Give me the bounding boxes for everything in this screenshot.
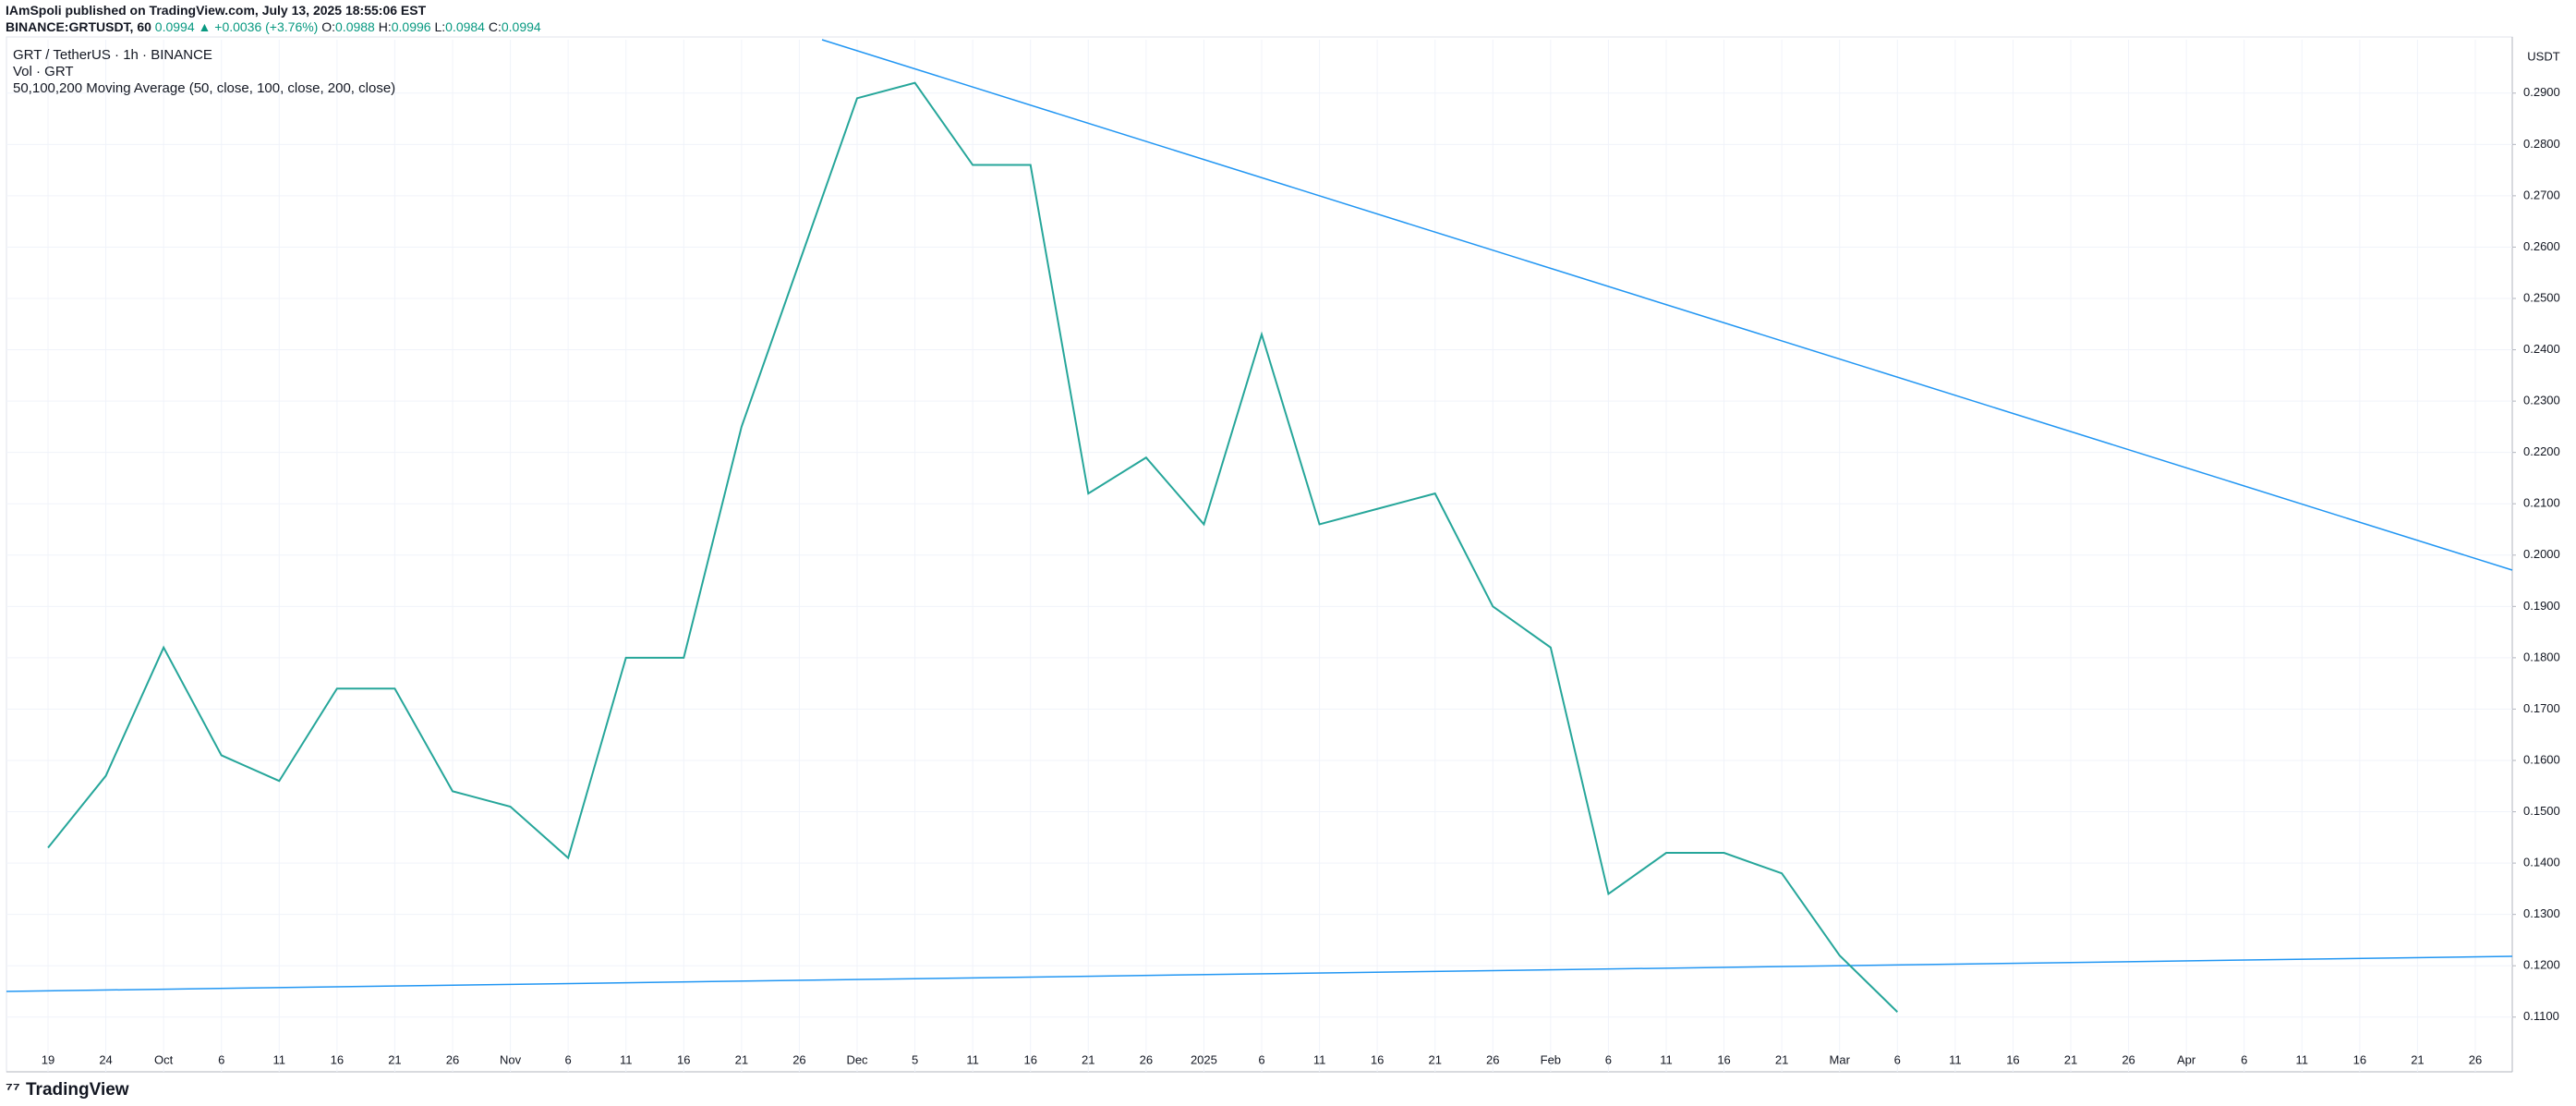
x-tick-label: 26 — [1140, 1052, 1153, 1066]
y-tick-label: 0.2000 — [2523, 547, 2560, 561]
low: 0.0984 — [445, 19, 485, 34]
price-line — [47, 81, 1898, 1013]
last: 0.0994 — [154, 19, 195, 34]
x-tick-label: 16 — [1717, 1052, 1730, 1066]
x-tick-label: 16 — [2353, 1052, 2366, 1066]
trend-line — [821, 39, 2513, 571]
x-tick-label: Apr — [2177, 1052, 2196, 1066]
x-tick-label: 11 — [2296, 1052, 2309, 1066]
x-tick-label: 26 — [446, 1052, 459, 1066]
y-tick-label: 0.1700 — [2523, 701, 2560, 715]
h-label: H: — [378, 19, 392, 34]
x-tick-label: 26 — [1486, 1052, 1499, 1066]
price-unit: USDT — [2527, 49, 2559, 63]
y-tick-label: 0.1500 — [2523, 804, 2560, 818]
x-tick-label: 6 — [1258, 1052, 1264, 1066]
x-tick-label: 21 — [388, 1052, 401, 1066]
header: IAmSpoli published on TradingView.com, J… — [6, 2, 541, 35]
author: IAmSpoli published on TradingView.com, J… — [6, 3, 427, 18]
legend-pair: GRT / TetherUS · 1h · BINANCE — [13, 47, 212, 63]
x-tick-label: Mar — [1830, 1052, 1851, 1066]
brand-logo: ⁷⁷ — [6, 1080, 20, 1100]
y-tick-label: 0.1300 — [2523, 906, 2560, 920]
x-tick-label: 19 — [42, 1052, 54, 1066]
y-tick-label: 0.1600 — [2523, 752, 2560, 766]
y-tick-label: 0.1200 — [2523, 958, 2560, 972]
x-tick-label: 21 — [735, 1052, 748, 1066]
c-label: C: — [488, 19, 502, 34]
x-tick-label: 21 — [2064, 1052, 2077, 1066]
x-tick-label: 11 — [1949, 1052, 1962, 1066]
y-tick-label: 0.2500 — [2523, 290, 2560, 304]
x-tick-label: 6 — [218, 1052, 224, 1066]
x-tick-label: 11 — [1313, 1052, 1326, 1066]
plot-frame — [6, 36, 2513, 1073]
quote-line: BINANCE:GRTUSDT, 60 0.0994 ▲ +0.0036 (+3… — [6, 18, 541, 35]
y-tick-label: 0.1800 — [2523, 650, 2560, 663]
x-tick-label: 16 — [2006, 1052, 2019, 1066]
y-tick-label: 0.2300 — [2523, 394, 2560, 407]
x-tick-label: 11 — [620, 1052, 633, 1066]
open: 0.0988 — [335, 19, 375, 34]
legend-volume: Vol · GRT — [13, 64, 74, 79]
l-label: L: — [434, 19, 446, 34]
y-tick-label: 0.2600 — [2523, 239, 2560, 253]
x-tick-label: 21 — [1775, 1052, 1788, 1066]
x-tick-label: 11 — [966, 1052, 979, 1066]
y-tick-label: 0.1100 — [2523, 1009, 2559, 1023]
y-tick-label: 0.2900 — [2523, 85, 2560, 99]
author-line: IAmSpoli published on TradingView.com, J… — [6, 2, 541, 18]
y-tick-label: 0.2100 — [2523, 496, 2560, 510]
x-tick-label: 16 — [1371, 1052, 1384, 1066]
x-tick-label: 5 — [912, 1052, 918, 1066]
o-label: O: — [321, 19, 336, 34]
x-tick-label: 6 — [565, 1052, 572, 1066]
x-tick-label: 2025 — [1191, 1052, 1217, 1066]
y-tick-label: 0.2200 — [2523, 444, 2560, 458]
change: ▲ +0.0036 (+3.76%) — [198, 19, 319, 34]
x-tick-label: 21 — [1082, 1052, 1094, 1066]
x-tick-label: 16 — [1023, 1052, 1036, 1066]
grid — [6, 40, 2512, 1072]
x-tick-label: Dec — [846, 1052, 868, 1066]
x-tick-label: 6 — [2241, 1052, 2247, 1066]
y-tick-label: 0.1900 — [2523, 599, 2560, 613]
x-tick-label: Feb — [1541, 1052, 1561, 1066]
y-tick-label: 0.2400 — [2523, 342, 2560, 356]
x-tick-label: 26 — [2122, 1052, 2135, 1066]
legend-ma: 50,100,200 Moving Average (50, close, 10… — [13, 80, 395, 96]
x-tick-label: 11 — [1660, 1052, 1673, 1066]
y-tick-label: 0.2800 — [2523, 137, 2560, 151]
x-tick-label: Nov — [500, 1052, 522, 1066]
x-tick-label: Oct — [154, 1052, 174, 1066]
x-tick-label: 21 — [2411, 1052, 2424, 1066]
x-tick-label: 16 — [677, 1052, 690, 1066]
high: 0.0996 — [391, 19, 431, 34]
x-tick-label: 21 — [1428, 1052, 1441, 1066]
y-tick-label: 0.2700 — [2523, 188, 2560, 201]
x-tick-label: 26 — [792, 1052, 805, 1066]
y-tick-label: 0.1400 — [2523, 856, 2560, 869]
x-tick-label: 11 — [273, 1052, 286, 1066]
x-tick-label: 16 — [331, 1052, 344, 1066]
close: 0.0994 — [501, 19, 541, 34]
trend-line — [6, 955, 2513, 992]
brand: TradingView — [26, 1080, 129, 1100]
symbol: BINANCE:GRTUSDT, 60 — [6, 19, 151, 34]
x-tick-label: 24 — [99, 1052, 112, 1066]
x-tick-label: 6 — [1605, 1052, 1612, 1066]
x-tick-label: 6 — [1894, 1052, 1901, 1066]
x-tick-label: 26 — [2469, 1052, 2482, 1066]
